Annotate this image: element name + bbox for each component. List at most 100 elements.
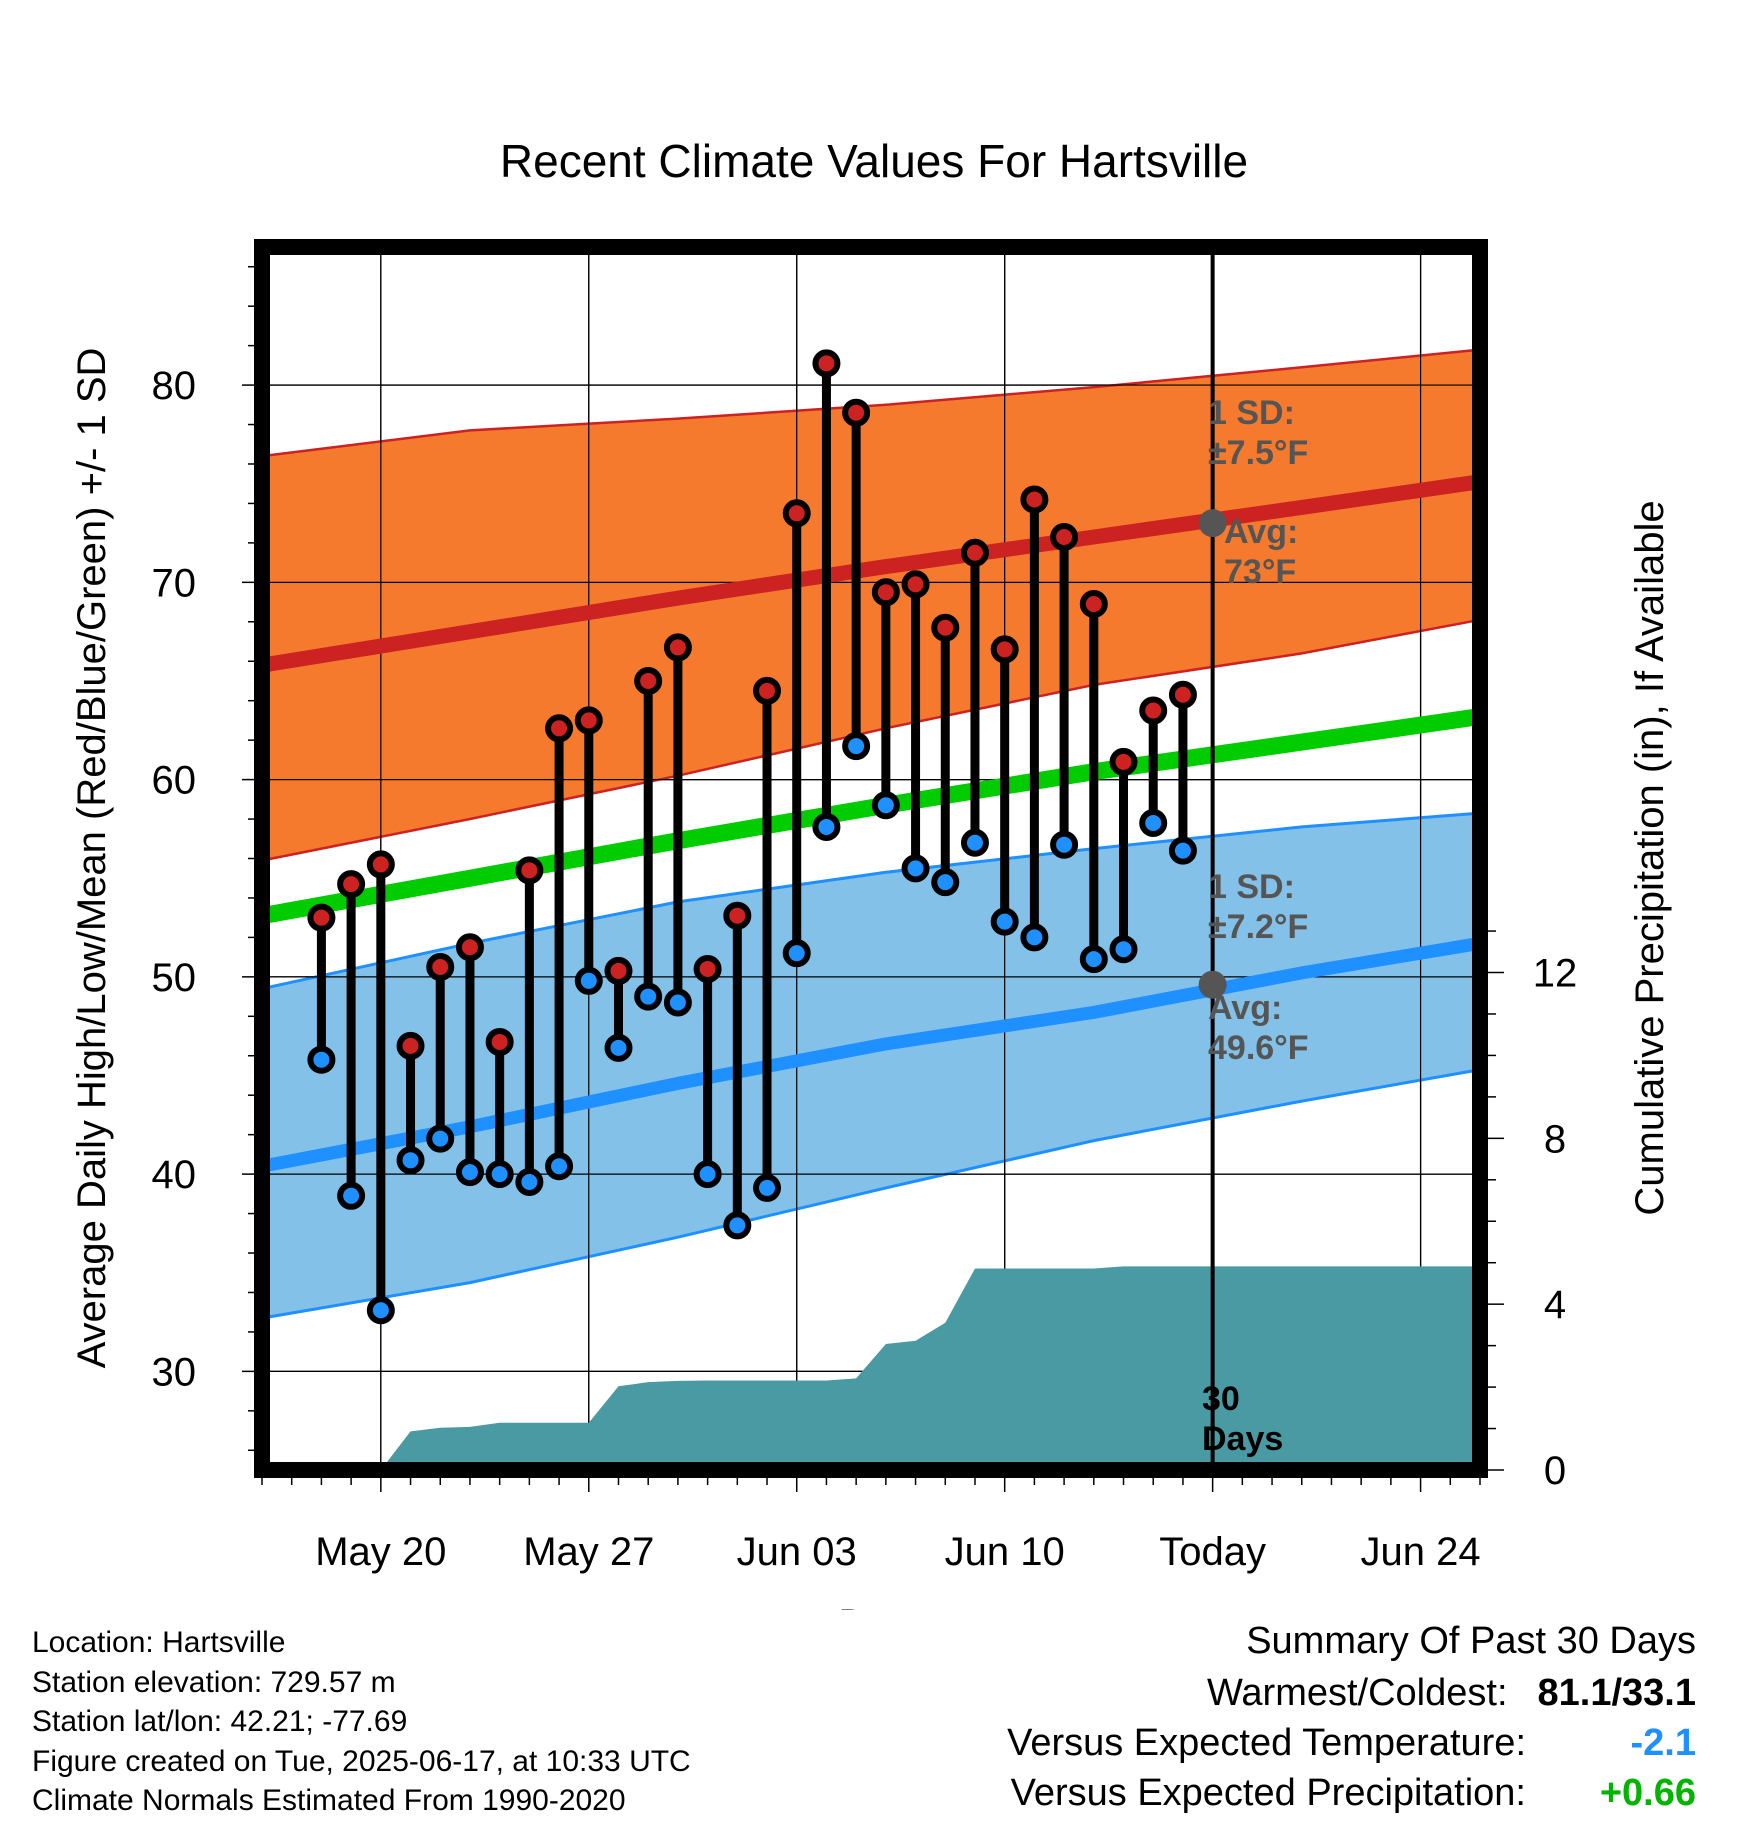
x-tick-label: May 20 [315,1530,446,1574]
latlon-text: Station lat/lon: 42.21; -77.69 [32,1705,408,1738]
summary-row-precip: Versus Expected Precipitation: +0.66 [1007,1772,1696,1822]
precip-area [262,1266,1480,1470]
high-point [1109,747,1138,776]
low-point [634,982,663,1011]
days-annotation: 30 Days [1202,1380,1283,1458]
plot-frame [254,239,1488,1478]
low-point [1168,836,1197,865]
low-point [901,854,930,883]
low-point [485,1160,514,1189]
low-avg-annotation: Avg: 49.6°F [1208,989,1309,1067]
station-info: Location: Hartsville Station elevation: … [32,1623,691,1821]
high-point [485,1027,514,1056]
low-point [1020,923,1049,952]
high-point [634,666,663,695]
low-point [1079,945,1108,974]
low-point [307,1045,336,1074]
low-point [990,907,1019,936]
low-point [1050,830,1079,859]
high-point [604,956,633,985]
high-point [1050,522,1079,551]
high-avg-line [260,474,1482,673]
high-point [693,954,722,983]
temp-value: -2.1 [1630,1722,1696,1764]
high-point [337,870,366,899]
climate-chart: Recent Climate Values For Hartsville 1 S… [70,135,1672,1610]
low-point [931,868,960,897]
high-point [901,570,930,599]
high-point [574,706,603,735]
elevation-text: Station elevation: 729.57 m [32,1665,396,1699]
low-point [545,1152,574,1181]
today-low-avg-marker [1198,970,1227,999]
y2-tick-label: 0 [1544,1449,1566,1493]
low-point [753,1173,782,1202]
high-point [931,613,960,642]
x-tick-label: Jun 24 [1361,1530,1481,1574]
x-axis-label: Day [838,1602,909,1610]
low-point [693,1160,722,1189]
y-tick-label: 50 [152,956,197,1000]
high-point [871,578,900,607]
low-point [812,812,841,841]
y2-tick-label: 12 [1533,952,1578,996]
x-tick-label: May 27 [523,1530,654,1574]
summary-title: Summary Of Past 30 Days [1246,1620,1696,1662]
chart-title: Recent Climate Values For Hartsville [500,135,1248,187]
high-point [1168,680,1197,709]
low-point [604,1033,633,1062]
high-point [515,856,544,885]
low-point [960,828,989,857]
low-point [455,1158,484,1187]
warmest-value: 81.1/33.1 [1537,1672,1696,1714]
high-point [842,398,871,427]
low-point [366,1296,395,1325]
y-tick-label: 70 [152,561,197,605]
high-point [960,538,989,567]
summary-panel: Summary Of Past 30 Days Warmest/Coldest:… [1007,1620,1696,1822]
high-avg-annotation: Avg: 73°F [1224,513,1298,591]
y-tick-label: 60 [152,759,197,803]
high-point [990,635,1019,664]
low-sd-band [262,813,1480,1319]
low-point [426,1124,455,1153]
y-tick-label: 30 [152,1350,197,1394]
summary-row-warmest: Warmest/Coldest: 81.1/33.1 [1007,1672,1696,1722]
precip-value: +0.66 [1599,1772,1696,1814]
high-point [1020,485,1049,514]
y2-axis-label: Cumulative Precipitation (in), If Availa… [1628,500,1672,1215]
low-point [663,988,692,1017]
low-point [396,1146,425,1175]
low-point [337,1181,366,1210]
low-point [782,939,811,968]
high-point [426,952,455,981]
high-point [1079,590,1108,619]
x-tick-label: Jun 10 [945,1530,1065,1574]
low-point [842,732,871,761]
high-sd-band [262,349,1480,861]
y2-tick-label: 8 [1544,1117,1566,1161]
precip-label: Versus Expected Precipitation: [1010,1772,1526,1814]
high-point [396,1031,425,1060]
high-point [753,676,782,705]
warmest-label: Warmest/Coldest: [1206,1672,1508,1714]
x-tick-label: Today [1159,1530,1266,1574]
high-point [455,933,484,962]
high-point [723,901,752,930]
low-point [871,791,900,820]
summary-row-temp: Versus Expected Temperature: -2.1 [1007,1722,1696,1772]
high-sd-annotation: 1 SD: ±7.5°F [1208,394,1308,472]
high-point [366,850,395,879]
low-point [1109,935,1138,964]
low-sd-lower-line [261,1068,1481,1320]
y-tick-label: 80 [152,364,197,408]
high-sd-upper-line [261,348,1481,458]
high-point [1139,696,1168,725]
plot-area: 1 SD: ±7.5°F Avg: 73°F 1 SD: ±7.2°F Avg: 49.6°F… [70,239,1672,1610]
high-point [545,714,574,743]
low-point [574,966,603,995]
low-point [515,1168,544,1197]
location-text: Location: Hartsville [32,1626,286,1659]
low-point [1139,808,1168,837]
x-tick-label: Jun 03 [737,1530,857,1574]
